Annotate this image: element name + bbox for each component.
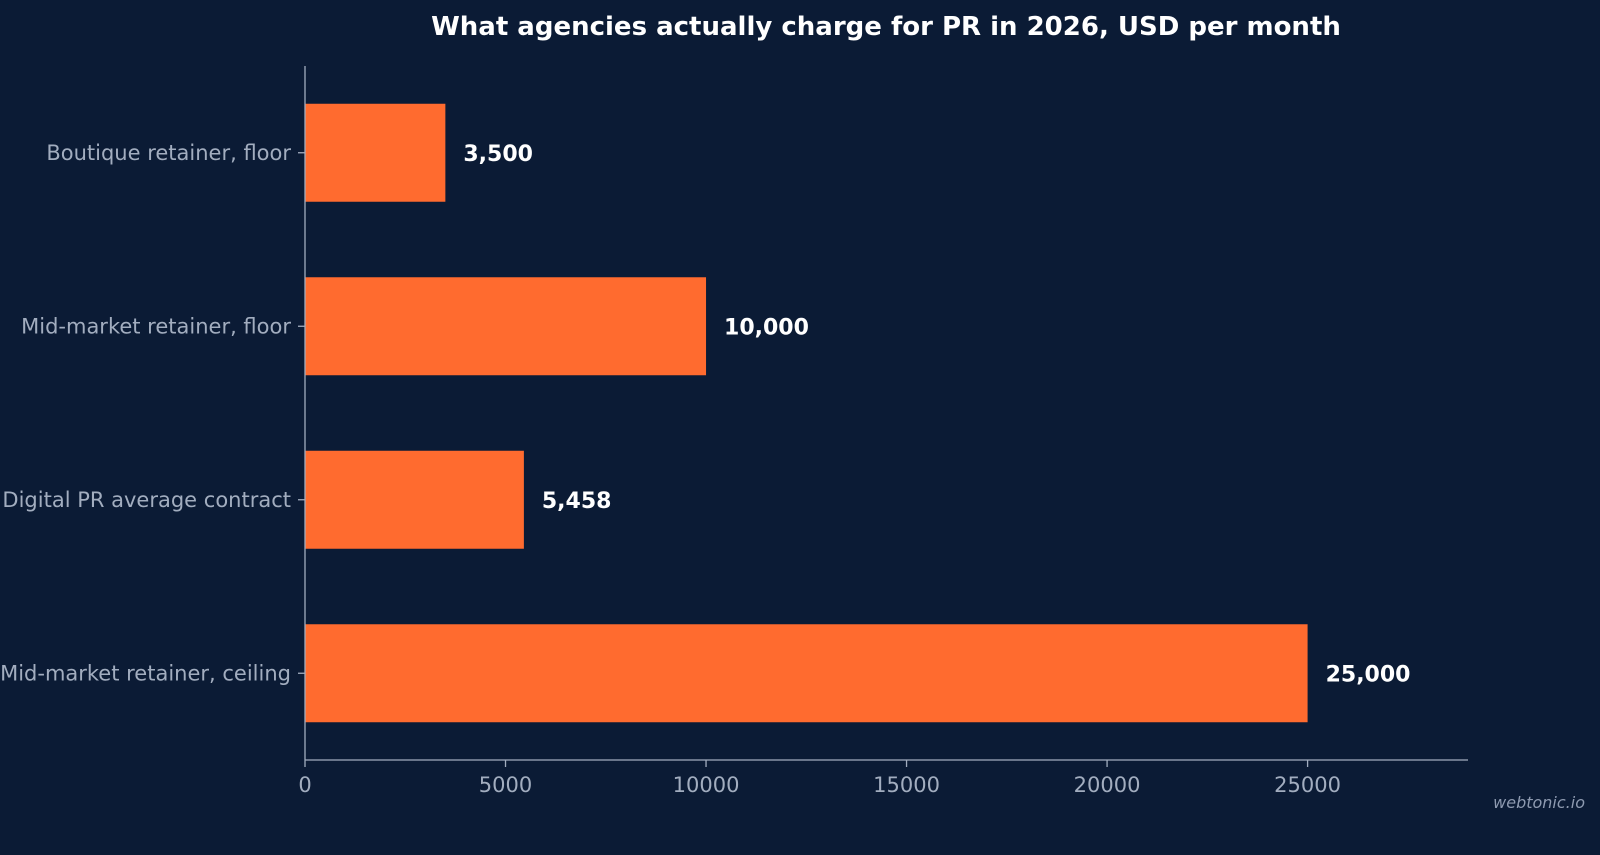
bar-1 [305,103,446,202]
y-tick-label-2: Mid-market retainer, floor [21,314,291,338]
bar-3 [305,450,524,549]
axes-layer: Boutique retainer, floor Mid-market retai… [0,66,1468,797]
y-tick-label-1: Boutique retainer, floor [46,141,291,165]
watermark: webtonic.io [1493,793,1585,812]
y-tick-label-4: Mid-market retainer, ceiling [0,661,291,685]
chart-title: What agencies actually charge for PR in … [431,12,1341,42]
bar-value-label-4: 25,000 [1326,662,1411,687]
x-tick-label-4: 15000 [873,773,940,797]
bar-2 [305,277,707,376]
bars-layer: 3,500 10,000 5,458 25,000 [305,103,1411,723]
x-tick-label-2: 5000 [479,773,532,797]
bar-value-label-2: 10,000 [724,315,809,340]
bar-value-label-3: 5,458 [542,489,612,514]
x-tick-label-1: 0 [298,773,311,797]
bar-value-label-1: 3,500 [463,142,533,167]
y-tick-label-3: Digital PR average contract [2,488,291,512]
x-tick-label-6: 25000 [1274,773,1341,797]
x-tick-label-5: 20000 [1074,773,1141,797]
x-tick-label-3: 10000 [673,773,740,797]
bar-4 [305,624,1308,723]
